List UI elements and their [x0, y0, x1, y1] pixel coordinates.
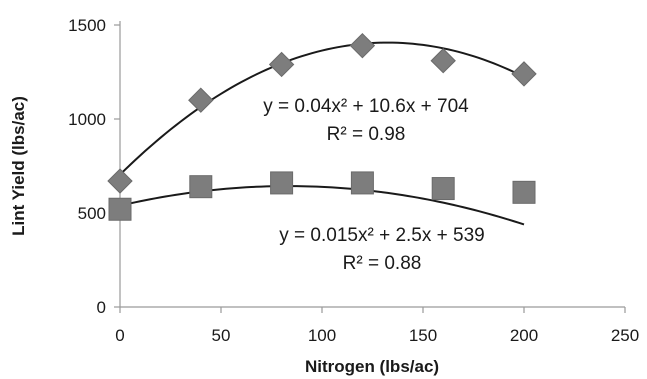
series-1-point	[268, 51, 295, 78]
x-tick-label: 200	[510, 326, 538, 345]
y-tick-label: 1500	[68, 16, 106, 35]
series-2-point	[431, 177, 455, 201]
series-2-trendline	[119, 185, 525, 226]
axes	[119, 21, 625, 308]
series-1-point	[107, 168, 133, 194]
series-1-r-squared: R² = 0.98	[327, 124, 406, 145]
series-1-point	[349, 32, 376, 59]
x-tick-label: 0	[115, 326, 124, 345]
series-2-point	[350, 171, 374, 195]
series-2-point	[189, 175, 213, 199]
series-2-point	[270, 171, 294, 195]
y-ticks: 0 500 1000 1500	[68, 16, 120, 317]
data-points	[107, 32, 537, 221]
series-1-equation: y = 0.04x² + 10.6x + 704	[263, 96, 469, 117]
x-tick-label: 50	[212, 326, 231, 345]
series-1-point	[511, 61, 537, 87]
y-axis-title: Lint Yield (lbs/ac)	[9, 96, 28, 236]
x-ticks: 0 50 100 150 200 250	[115, 307, 639, 345]
series-1-trendline	[119, 41, 525, 176]
series-2-r-squared: R² = 0.88	[343, 253, 422, 274]
x-tick-label: 250	[611, 326, 639, 345]
series-1-point	[188, 87, 214, 113]
y-tick-label: 1000	[68, 110, 106, 129]
x-tick-label: 150	[409, 326, 437, 345]
y-tick-label: 500	[78, 204, 106, 223]
x-tick-label: 100	[308, 326, 336, 345]
x-axis-title: Nitrogen (lbs/ac)	[305, 357, 439, 376]
series-2-point	[512, 180, 536, 204]
y-tick-label: 0	[97, 298, 106, 317]
series-2-point	[108, 197, 132, 221]
series-2-equation: y = 0.015x² + 2.5x + 539	[279, 225, 484, 246]
series-1-point	[430, 48, 456, 74]
trendlines	[119, 41, 525, 226]
